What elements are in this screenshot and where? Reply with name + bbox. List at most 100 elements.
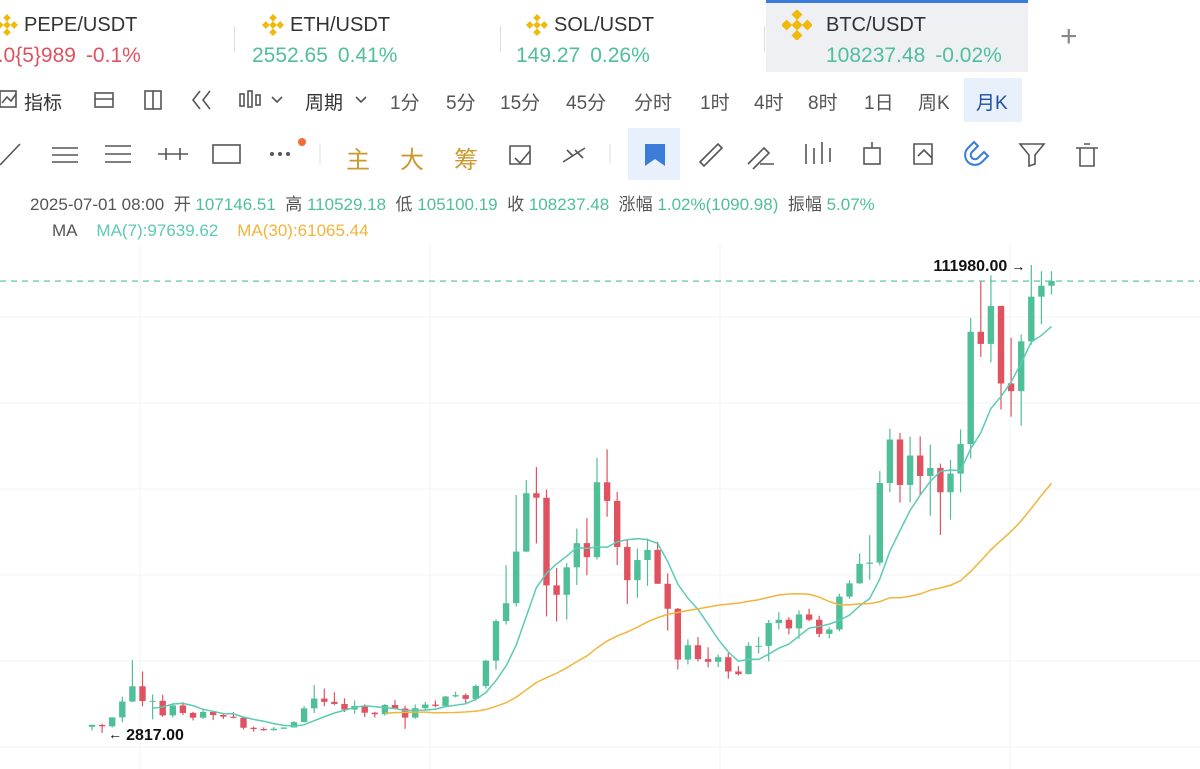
candle-body: [149, 700, 156, 702]
interval-button[interactable]: 4时: [754, 93, 784, 114]
candle-body: [684, 645, 692, 660]
candle-body: [886, 439, 894, 483]
candle-body: [603, 482, 611, 501]
add-tab[interactable]: +: [1060, 20, 1078, 53]
tool-button[interactable]: 筹: [454, 147, 478, 174]
candle-body: [260, 729, 267, 731]
candle-body: [593, 482, 601, 558]
interval-button[interactable]: 月K: [976, 93, 1008, 114]
interval-button[interactable]: 15分: [500, 93, 541, 114]
tab-price: 2552.65: [252, 44, 328, 67]
tab-divider: [500, 26, 501, 52]
candle-body: [1018, 341, 1025, 392]
label: 振幅: [787, 195, 822, 214]
candle-body: [624, 546, 631, 581]
candle-body: [412, 708, 419, 718]
candle-body: [805, 614, 813, 620]
candle-body: [331, 701, 338, 704]
tab-symbol: SOL/USDT: [554, 14, 655, 36]
candle-body: [836, 596, 843, 630]
candle-body: [745, 645, 752, 675]
value: 105100.19: [417, 195, 498, 214]
candle-body: [775, 619, 782, 624]
max-arrow: →: [1011, 258, 1025, 274]
interval-button[interactable]: 分时: [634, 93, 673, 114]
candle-chart: →111980.00 ← 2817.00: [0, 245, 1200, 769]
candle-body: [846, 583, 853, 597]
candle-body: [866, 562, 873, 564]
candle-body: [967, 331, 974, 445]
interval-button[interactable]: 1日: [864, 93, 894, 114]
candle-body: [977, 331, 984, 344]
candle-body: [674, 608, 681, 660]
tab[interactable]: SOL/USDT 149.27 0.26%: [502, 0, 764, 72]
candle-body: [765, 623, 772, 646]
tool-button[interactable]: 主: [346, 147, 370, 174]
ma7: MA(7):97639.62: [96, 221, 219, 240]
candle-body: [826, 629, 833, 634]
tab-divider: [234, 26, 235, 52]
tab-price-line: 2552.65 0.41%: [252, 44, 397, 68]
value: 107146.51: [195, 195, 276, 214]
indicator-button[interactable]: 指标: [24, 93, 63, 114]
candle-body: [694, 645, 702, 660]
tab[interactable]: BTC/USDT 108237.48 -0.02%: [766, 0, 1028, 72]
candle-body: [795, 614, 803, 629]
candle-body: [917, 455, 924, 476]
ma7-line: [152, 325, 1052, 727]
tab-symbol: PEPE/USDT: [24, 14, 138, 36]
tab-price-line: 149.27 0.26%: [516, 44, 650, 68]
candle-body: [220, 715, 227, 717]
candle-body: [634, 560, 641, 581]
tab-symbol: ETH/USDT: [290, 14, 390, 36]
candle-body: [876, 482, 883, 563]
candle-body: [159, 700, 166, 716]
candle-body: [947, 473, 954, 493]
tab-symbol: BTC/USDT: [826, 14, 926, 36]
interval-button[interactable]: 5分: [446, 93, 476, 114]
label: 收: [507, 195, 525, 214]
tab[interactable]: ETH/USDT 2552.65 0.41%: [238, 0, 500, 72]
interval-button[interactable]: 45分: [566, 93, 607, 114]
interval-button[interactable]: 1分: [390, 93, 420, 114]
label: 涨幅: [618, 195, 653, 214]
interval-button[interactable]: 周K: [918, 93, 950, 114]
period-button[interactable]: 周期: [305, 93, 344, 114]
candle-body: [300, 708, 308, 723]
candle-body: [614, 500, 621, 547]
candle-body: [119, 701, 126, 718]
candle-body: [482, 660, 490, 686]
candle-body: [139, 686, 146, 701]
candle-body: [361, 705, 368, 713]
ma30: MA(30):61065.44: [237, 221, 369, 240]
candle-body: [442, 696, 449, 706]
candle-body: [987, 305, 995, 344]
ma-line: MA MA(7):97639.62 MA(30):61065.44: [52, 221, 369, 241]
candle-body: [462, 695, 469, 699]
date: 2025-07-01 08:00: [30, 195, 165, 214]
tab[interactable]: PEPE/USDT 0.0{5}989 -0.1%: [0, 0, 234, 72]
candle-body: [664, 583, 671, 609]
min-label: 2817.00: [126, 727, 184, 744]
candle-body: [1048, 281, 1055, 286]
candle-body: [1028, 296, 1035, 342]
candle-body: [583, 543, 591, 558]
tool-button[interactable]: 大: [400, 147, 424, 174]
candle-body: [513, 551, 520, 604]
tab-change: -0.1%: [85, 44, 141, 67]
min-arrow: ←: [108, 726, 122, 742]
candle-body: [704, 659, 712, 662]
ma30-line: [384, 482, 1053, 714]
tab-change: 0.26%: [590, 44, 650, 67]
candle-body: [856, 563, 863, 584]
interval-button[interactable]: 8时: [808, 93, 838, 114]
candle-body: [735, 671, 742, 675]
interval-button[interactable]: 1时: [700, 93, 730, 114]
candle-body: [725, 657, 732, 672]
candle-body: [563, 567, 570, 595]
candle-body: [230, 716, 237, 718]
candle-body: [957, 444, 964, 474]
candle-body: [371, 712, 378, 715]
candle-body: [452, 695, 459, 697]
ma-label: MA: [52, 221, 78, 240]
